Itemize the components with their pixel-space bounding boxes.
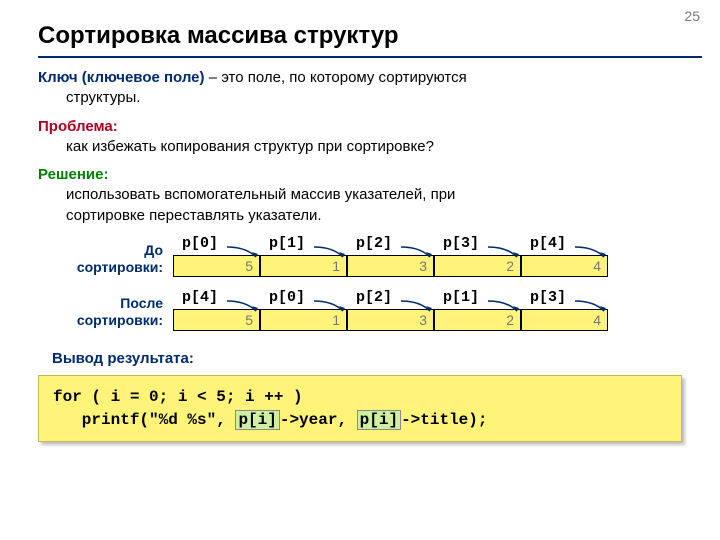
pointer-label: p[1] bbox=[443, 288, 479, 308]
arrow-icon bbox=[400, 299, 434, 313]
title-underline bbox=[38, 56, 702, 58]
array-cell: 1p[0] bbox=[260, 309, 347, 331]
output-label: Вывод результата: bbox=[52, 349, 682, 369]
array-cell: 2p[3] bbox=[434, 255, 521, 277]
problem-text: как избежать копирования структур при со… bbox=[38, 137, 682, 157]
solution-text-1: использовать вспомогательный массив указ… bbox=[38, 185, 682, 205]
problem-paragraph: Проблема: как избежать копирования струк… bbox=[38, 117, 682, 158]
pointer-label: p[2] bbox=[356, 288, 392, 308]
pointer-label: p[4] bbox=[530, 234, 566, 254]
diagram-block: До сортировки: 5p[0]1p[1]3p[2]2p[3]4p[4]… bbox=[38, 242, 682, 331]
array-cell: 5p[0] bbox=[173, 255, 260, 277]
content-area: Ключ (ключевое поле) – это поле, по кото… bbox=[0, 68, 720, 369]
before-label: До сортировки: bbox=[38, 242, 173, 278]
arrow-icon bbox=[226, 245, 260, 259]
before-cells: 5p[0]1p[1]3p[2]2p[3]4p[4] bbox=[173, 255, 608, 277]
problem-term: Проблема: bbox=[38, 118, 118, 135]
solution-text-2: сортировке переставлять указатели. bbox=[38, 206, 682, 226]
code-block: for ( i = 0; i < 5; i ++ ) printf("%d %s… bbox=[38, 375, 682, 442]
before-label-2: сортировки: bbox=[77, 259, 163, 275]
pointer-label: p[2] bbox=[356, 234, 392, 254]
array-cell: 3p[2] bbox=[347, 309, 434, 331]
arrow-icon bbox=[487, 245, 521, 259]
arrow-icon bbox=[313, 299, 347, 313]
pointer-label: p[3] bbox=[530, 288, 566, 308]
before-label-1: До bbox=[144, 242, 163, 258]
array-cell: 3p[2] bbox=[347, 255, 434, 277]
key-text-2: структуры. bbox=[38, 88, 682, 108]
arrow-icon bbox=[400, 245, 434, 259]
code-l1b: < bbox=[197, 388, 207, 406]
solution-term: Решение: bbox=[38, 166, 108, 183]
code-line-1: for ( i = 0; i < 5; i ++ ) bbox=[53, 386, 667, 408]
code-line-2: printf("%d %s", p[i]->year, p[i]->title)… bbox=[53, 409, 667, 431]
code-l1c: 5; i ++ ) bbox=[207, 388, 303, 406]
array-cell: 4p[4] bbox=[521, 255, 608, 277]
arrow-icon bbox=[226, 299, 260, 313]
pointer-label: p[1] bbox=[269, 234, 305, 254]
pointer-label: p[0] bbox=[269, 288, 305, 308]
arrow-icon bbox=[487, 299, 521, 313]
array-cell: 5p[4] bbox=[173, 309, 260, 331]
code-l2b: ->year, bbox=[280, 411, 357, 429]
before-row: До сортировки: 5p[0]1p[1]3p[2]2p[3]4p[4] bbox=[38, 242, 682, 278]
arrow-icon bbox=[313, 245, 347, 259]
after-label: После сортировки: bbox=[38, 295, 173, 331]
after-cells: 5p[4]1p[0]3p[2]2p[1]4p[3] bbox=[173, 309, 608, 331]
slide-title: Сортировка массива структур bbox=[0, 0, 720, 56]
code-l1a: for ( i = 0; i bbox=[53, 388, 197, 406]
after-label-2: сортировки: bbox=[77, 312, 163, 328]
pointer-label: p[3] bbox=[443, 234, 479, 254]
array-cell: 1p[1] bbox=[260, 255, 347, 277]
array-cell: 4p[3] bbox=[521, 309, 608, 331]
code-l2a: printf("%d %s", bbox=[53, 411, 235, 429]
arrow-icon bbox=[574, 299, 608, 313]
after-label-1: После bbox=[120, 295, 163, 311]
pointer-label: p[0] bbox=[182, 234, 218, 254]
code-l2c: ->title); bbox=[401, 411, 487, 429]
page-number: 25 bbox=[684, 8, 700, 24]
code-highlight-2: p[i] bbox=[357, 410, 401, 430]
key-term: Ключ (ключевое поле) bbox=[38, 69, 205, 86]
array-cell: 2p[1] bbox=[434, 309, 521, 331]
key-paragraph: Ключ (ключевое поле) – это поле, по кото… bbox=[38, 68, 682, 109]
after-row: После сортировки: 5p[4]1p[0]3p[2]2p[1]4p… bbox=[38, 295, 682, 331]
code-highlight-1: p[i] bbox=[235, 410, 279, 430]
pointer-label: p[4] bbox=[182, 288, 218, 308]
solution-paragraph: Решение: использовать вспомогательный ма… bbox=[38, 165, 682, 226]
arrow-icon bbox=[574, 245, 608, 259]
key-text: – это поле, по которому сортируются bbox=[205, 69, 467, 86]
